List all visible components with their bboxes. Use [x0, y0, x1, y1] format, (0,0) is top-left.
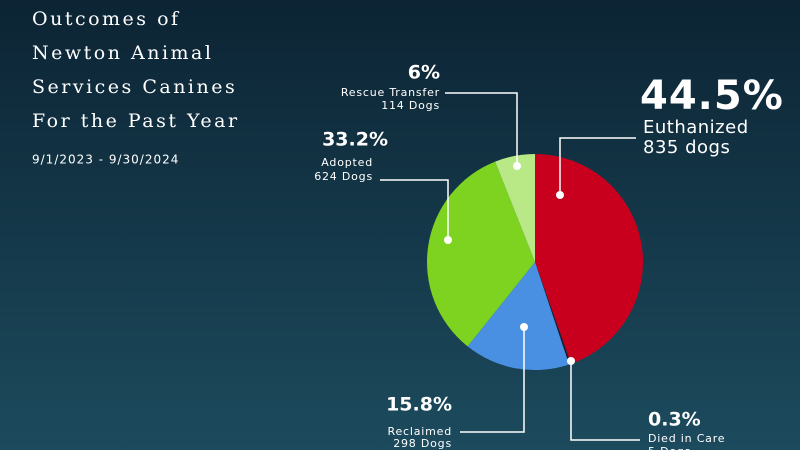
category-label: Reclaimed [388, 425, 452, 438]
callout-line [380, 179, 449, 240]
pie-slice [535, 154, 643, 364]
count-label: 624 Dogs [314, 170, 373, 183]
category-label: Euthanized [643, 117, 749, 138]
value-label: 6% [408, 62, 440, 84]
callout-dot [520, 323, 528, 331]
pie-slice [495, 154, 535, 262]
value-label: 0.3% [648, 409, 701, 431]
callout-line [460, 327, 525, 433]
callout-dot [556, 191, 564, 199]
callout-dot [567, 357, 575, 365]
callout-dot [513, 162, 521, 170]
callout-line [570, 361, 640, 441]
callout-line [559, 137, 636, 195]
pie-slice [467, 262, 570, 370]
pie-slice [426, 161, 535, 347]
callout-dot [444, 236, 452, 244]
category-label: Rescue Transfer [341, 86, 440, 99]
callout-line [445, 92, 518, 166]
category-label: Adopted [321, 156, 373, 169]
title-line: For the Past Year [32, 110, 240, 132]
value-label: 44.5% [640, 73, 784, 119]
count-label: 835 dogs [643, 137, 730, 158]
value-label: 33.2% [322, 129, 388, 151]
category-label: Died in Care [648, 432, 725, 445]
title-line: Newton Animal [32, 42, 213, 64]
count-label: 114 Dogs [381, 99, 440, 112]
pie-slice [535, 262, 572, 365]
title-line: Outcomes of [32, 8, 181, 30]
value-label: 15.8% [386, 394, 452, 416]
title-line: Services Canines [32, 76, 237, 98]
subtitle: 9/1/2023 - 9/30/2024 [32, 153, 179, 167]
count-label: 5 Dogs [648, 445, 691, 450]
count-label: 298 Dogs [393, 437, 452, 450]
